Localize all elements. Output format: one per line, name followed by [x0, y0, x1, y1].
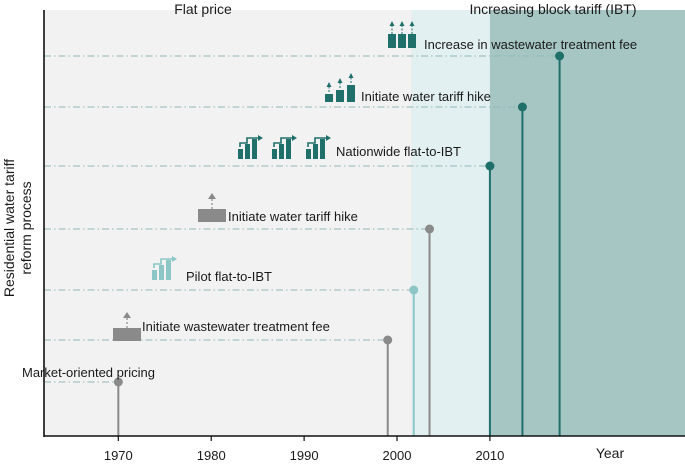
transition-band	[411, 10, 490, 436]
x-tick-label-2000: 2000	[383, 448, 412, 463]
event-dot-5	[485, 161, 495, 171]
phase-title-2: Increasing block tariff (IBT)	[469, 1, 636, 17]
block-step-icon-3	[152, 256, 177, 280]
x-tick-label-1970: 1970	[104, 448, 133, 463]
event-dot-7	[555, 51, 565, 61]
fee-arrow-icon-2	[113, 312, 141, 341]
event-dot-2	[383, 335, 393, 345]
y-axis-title: Residential water tariffreform process	[1, 159, 34, 297]
x-tick-label-1980: 1980	[197, 448, 226, 463]
event-label-1: Market-oriented pricing	[22, 365, 155, 380]
triple-hike-icon-7	[388, 21, 416, 48]
fee-arrow-icon-4	[198, 193, 226, 222]
event-label-5: Nationwide flat-to-IBT	[336, 144, 461, 159]
block-step-icon-5	[238, 135, 331, 159]
x-tick-label-2010: 2010	[475, 448, 504, 463]
event-dot-4	[425, 224, 435, 234]
event-dot-1	[113, 377, 123, 387]
x-tick-label-1990: 1990	[290, 448, 319, 463]
bar-hike-icon-6	[325, 73, 355, 102]
x-axis-title: Year	[596, 445, 625, 461]
event-label-3: Pilot flat-to-IBT	[186, 269, 272, 284]
event-label-6: Initiate water tariff hike	[361, 89, 491, 104]
event-dot-3	[409, 285, 419, 295]
event-label-2: Initiate wastewater treatment fee	[142, 319, 330, 334]
event-label-4: Initiate water tariff hike	[228, 209, 358, 224]
event-dot-6	[517, 102, 527, 112]
event-label-7: Increase in wastewater treatment fee	[424, 37, 637, 52]
phase-title-1: Flat price	[174, 1, 232, 17]
